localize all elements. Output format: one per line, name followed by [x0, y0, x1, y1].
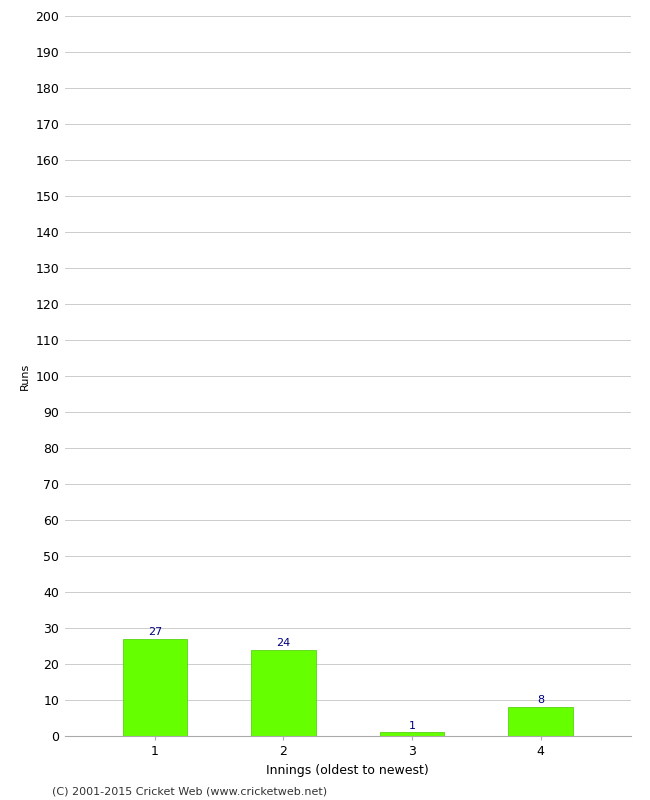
Text: 27: 27 [148, 627, 162, 637]
X-axis label: Innings (oldest to newest): Innings (oldest to newest) [266, 763, 429, 777]
Y-axis label: Runs: Runs [20, 362, 30, 390]
Text: 24: 24 [276, 638, 291, 648]
Text: 1: 1 [408, 721, 415, 730]
Bar [380, 733, 444, 736]
Bar [252, 650, 316, 736]
Text: 8: 8 [537, 695, 544, 706]
Text: (C) 2001-2015 Cricket Web (www.cricketweb.net): (C) 2001-2015 Cricket Web (www.cricketwe… [52, 786, 327, 796]
Bar [123, 638, 187, 736]
Bar [508, 707, 573, 736]
